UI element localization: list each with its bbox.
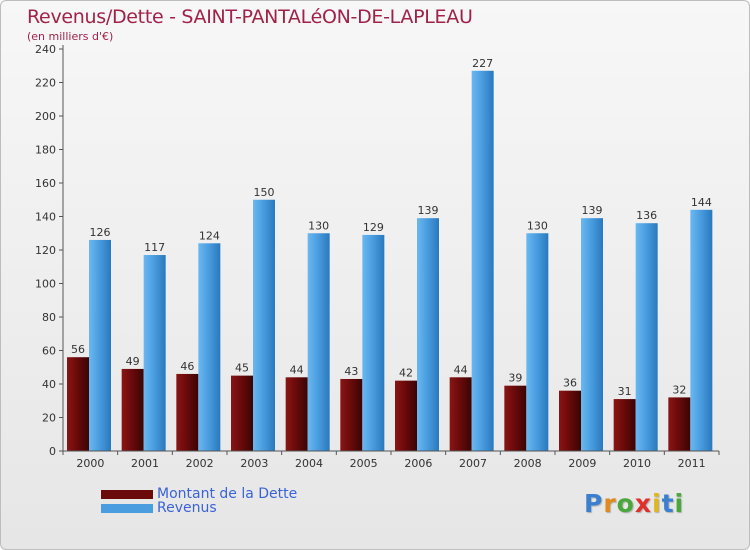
- bar-dette: [231, 375, 253, 451]
- data-label-dette: 36: [563, 377, 577, 390]
- y-tick-label: 220: [35, 77, 56, 90]
- bar-dette: [559, 390, 581, 451]
- bar-revenus: [198, 243, 221, 451]
- x-tick-label: 2008: [514, 457, 542, 470]
- y-tick-label: 100: [35, 278, 56, 291]
- data-label-revenus: 150: [254, 186, 275, 199]
- logo-letter: i: [652, 489, 662, 518]
- logo-letter: t: [661, 489, 675, 518]
- y-tick-label: 180: [35, 144, 56, 157]
- data-label-dette: 45: [235, 362, 249, 375]
- legend-swatch-dette: [101, 490, 153, 499]
- logo-letter: o: [616, 489, 635, 518]
- bar-revenus: [526, 233, 549, 451]
- x-tick-label: 2000: [76, 457, 104, 470]
- x-tick-label: 2011: [678, 457, 706, 470]
- data-label-dette: 56: [71, 343, 85, 356]
- bar-dette: [613, 399, 636, 451]
- data-label-dette: 49: [126, 355, 140, 368]
- bar-dette: [449, 377, 472, 451]
- data-label-dette: 32: [672, 383, 686, 396]
- data-label-dette: 42: [399, 367, 413, 380]
- data-label-revenus: 126: [90, 226, 111, 239]
- data-label-dette: 39: [508, 372, 522, 385]
- data-label-revenus: 117: [144, 241, 165, 254]
- chart-subtitle: (en milliers d'€): [27, 30, 114, 43]
- bar-revenus: [362, 234, 385, 451]
- bar-revenus: [307, 233, 330, 451]
- data-label-revenus: 129: [363, 221, 384, 234]
- bar-revenus: [471, 70, 494, 452]
- data-label-revenus: 130: [527, 219, 548, 232]
- bar-revenus: [417, 218, 439, 451]
- bar-revenus: [690, 209, 713, 451]
- x-tick-label: 2005: [350, 457, 378, 470]
- data-label-revenus: 144: [691, 196, 712, 209]
- data-label-revenus: 139: [582, 204, 603, 217]
- legend-swatch-revenus: [101, 504, 153, 513]
- y-tick-label: 40: [42, 378, 56, 391]
- y-tick-label: 200: [35, 110, 56, 123]
- x-tick-label: 2009: [568, 457, 596, 470]
- y-tick-label: 20: [42, 412, 56, 425]
- data-label-revenus: 139: [418, 204, 439, 217]
- data-label-dette: 44: [454, 363, 468, 376]
- data-label-revenus: 124: [199, 229, 220, 242]
- proxiti-logo: Proxiti: [584, 489, 684, 518]
- data-label-revenus: 130: [308, 219, 329, 232]
- bar-dette: [395, 380, 417, 451]
- x-tick-label: 2002: [186, 457, 214, 470]
- logo-letter: r: [603, 489, 617, 518]
- data-label-dette: 44: [290, 363, 304, 376]
- y-tick-label: 0: [49, 445, 56, 458]
- bar-dette: [504, 385, 527, 451]
- bar-dette: [176, 373, 199, 451]
- bar-revenus: [89, 239, 111, 451]
- x-tick-label: 2003: [240, 457, 268, 470]
- data-label-revenus: 136: [636, 209, 657, 222]
- y-tick-label: 140: [35, 211, 56, 224]
- bar-dette: [340, 378, 363, 451]
- x-tick-label: 2007: [459, 457, 487, 470]
- data-label-revenus: 227: [472, 57, 493, 70]
- bar-revenus: [635, 223, 658, 451]
- data-label-dette: 46: [180, 360, 194, 373]
- logo-letter: i: [674, 489, 685, 518]
- bar-dette: [121, 368, 144, 451]
- bar-dette: [67, 357, 89, 451]
- x-tick-label: 2006: [404, 457, 432, 470]
- x-tick-label: 2010: [623, 457, 651, 470]
- x-tick-label: 2001: [131, 457, 159, 470]
- logo-letter: P: [584, 489, 604, 518]
- y-tick-label: 240: [35, 43, 56, 56]
- bar-dette: [285, 377, 308, 451]
- bar-revenus: [581, 218, 603, 451]
- y-tick-label: 60: [42, 345, 56, 358]
- data-label-dette: 31: [618, 385, 632, 398]
- bar-dette: [668, 397, 691, 451]
- x-tick-label: 2004: [295, 457, 323, 470]
- bar-revenus: [253, 199, 275, 451]
- y-tick-label: 120: [35, 244, 56, 257]
- data-label-dette: 43: [344, 365, 358, 378]
- y-tick-label: 160: [35, 177, 56, 190]
- y-tick-label: 80: [42, 311, 56, 324]
- legend-label-dette: Montant de la Dette: [157, 486, 298, 502]
- bar-revenus: [143, 255, 166, 451]
- logo-letter: x: [634, 489, 652, 518]
- chart-title: Revenus/Dette - SAINT-PANTALéON-DE-LAPLE…: [27, 6, 473, 28]
- legend-label-revenus: Revenus: [157, 500, 217, 516]
